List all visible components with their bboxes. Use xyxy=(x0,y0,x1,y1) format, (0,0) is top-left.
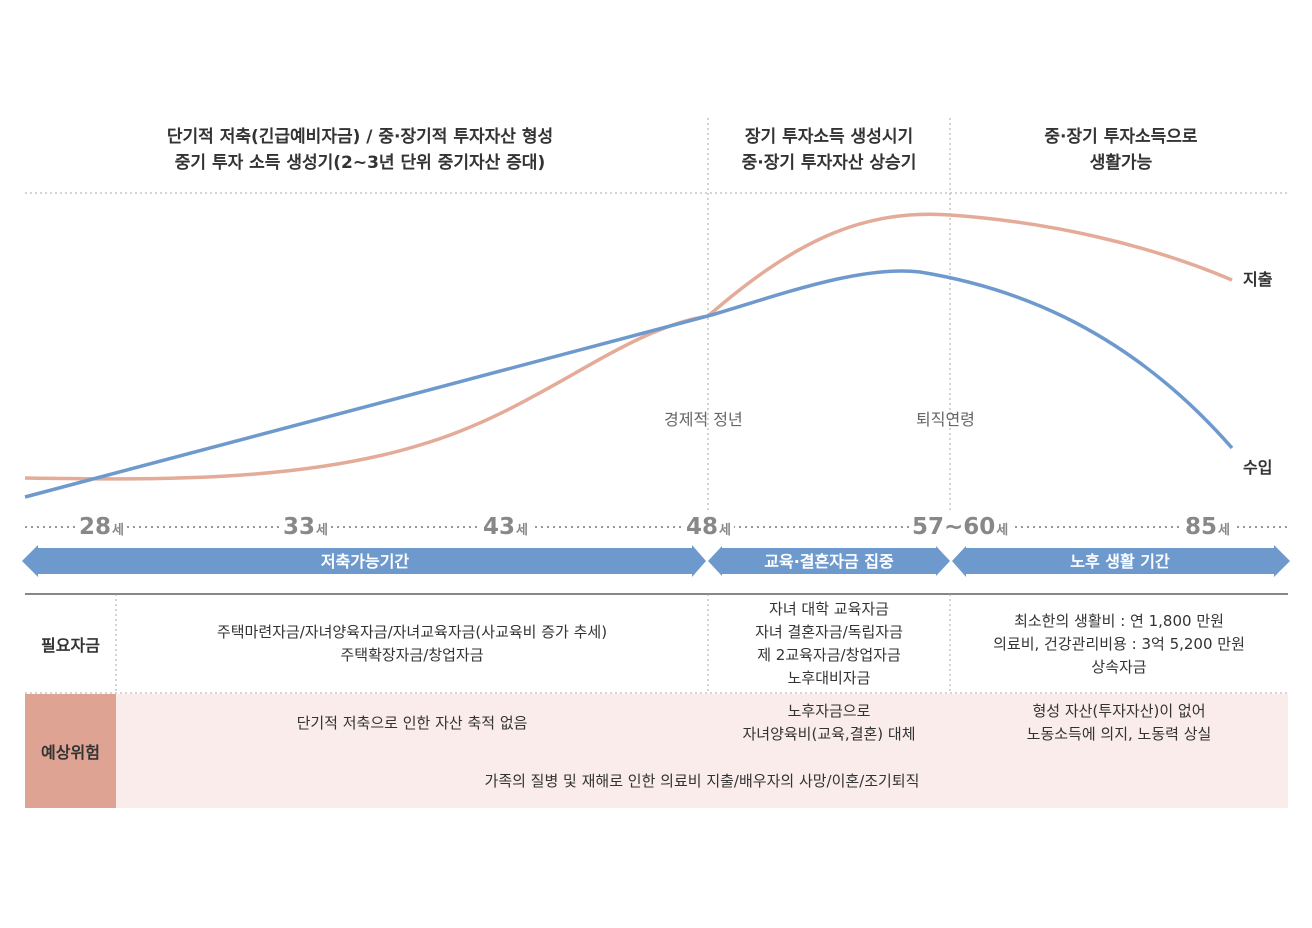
band-savings-label: 저축가능기간 xyxy=(320,552,410,571)
risk-period-2: 노후자금으로 자녀양육비(교육,결혼) 대체 xyxy=(708,694,950,752)
period-1-description: 단기적 저축(긴급예비자금) / 중·장기적 투자자산 형성 중기 투자 소득 … xyxy=(80,124,640,176)
period-2-description: 장기 투자소득 생성시기 중·장기 투자자산 상승기 xyxy=(708,124,950,176)
expected-risk-header: 예상위험 xyxy=(25,694,116,808)
age-57-60-number: 57~60 xyxy=(912,514,996,540)
period-1-line-2: 중기 투자 소득 생성기(2~3년 단위 중기자산 증대) xyxy=(174,153,546,173)
age-43-number: 43 xyxy=(483,514,516,540)
required-3-line-1: 최소한의 생활비 : 연 1,800 만원 xyxy=(1014,611,1224,630)
age-marker-48: 48세 xyxy=(683,512,734,542)
period-3-line-1: 중·장기 투자소득으로 xyxy=(1044,127,1198,147)
risk-common: 가족의 질병 및 재해로 인한 의료비 지출/배우자의 사망/이혼/조기퇴직 xyxy=(116,754,1288,808)
age-85-number: 85 xyxy=(1185,514,1218,540)
band-retirement-arrow xyxy=(952,545,1290,577)
income-curve xyxy=(24,269,1234,499)
age-57-60-unit: 세 xyxy=(996,523,1009,538)
band-retirement-label: 노후 생활 기간 xyxy=(1070,552,1170,571)
period-2-line-2: 중·장기 투자자산 상승기 xyxy=(741,153,917,173)
risk-row-background xyxy=(116,694,1288,808)
age-marker-28: 28세 xyxy=(76,512,127,542)
age-marker-43: 43세 xyxy=(480,512,531,542)
risk-2-line-2: 자녀양육비(교육,결혼) 대체 xyxy=(742,725,916,743)
required-2-line-1: 자녀 대학 교육자금 xyxy=(769,600,889,618)
required-3-line-3: 상속자금 xyxy=(1091,657,1147,676)
band-education-arrow xyxy=(708,546,950,576)
required-1-line-1: 주택마련자금/자녀양육자금/자녀교육자금(사교육비 증가 추세) xyxy=(216,623,608,641)
risk-3-line-1: 형성 자산(투자자산)이 없어 xyxy=(1032,702,1206,720)
expense-curve xyxy=(24,212,1233,481)
required-3-line-2: 의료비, 건강관리비용 : 3억 5,200 만원 xyxy=(993,634,1245,653)
required-1-line-2: 주택확장자금/창업자금 xyxy=(340,646,484,664)
age-85-unit: 세 xyxy=(1218,523,1230,538)
age-marker-85: 85세 xyxy=(1182,512,1233,542)
required-funds-period-1: 주택마련자금/자녀양육자금/자녀교육자금(사교육비 증가 추세) 주택확장자금/… xyxy=(116,596,708,692)
risk-1-line-1: 단기적 저축으로 인한 자산 축적 없음 xyxy=(296,713,528,732)
required-funds-header: 필요자금 xyxy=(41,636,100,655)
required-2-line-4: 노후대비자금 xyxy=(787,669,871,687)
expense-label: 지출 xyxy=(1243,270,1273,289)
age-48-unit: 세 xyxy=(719,523,731,538)
period-3-line-2: 생활가능 xyxy=(1089,153,1153,173)
band-savings-arrow xyxy=(22,545,706,577)
risk-period-1: 단기적 저축으로 인한 자산 축적 없음 xyxy=(116,694,708,752)
age-33-unit: 세 xyxy=(316,523,328,538)
income-label: 수입 xyxy=(1243,458,1273,477)
risk-common-line: 가족의 질병 및 재해로 인한 의료비 지출/배우자의 사망/이혼/조기퇴직 xyxy=(484,771,920,790)
age-43-unit: 세 xyxy=(516,523,528,538)
age-28-number: 28 xyxy=(79,514,112,540)
period-2-line-1: 장기 투자소득 생성시기 xyxy=(744,127,914,147)
risk-period-3: 형성 자산(투자자산)이 없어 노동소득에 의지, 노동력 상실 xyxy=(950,694,1288,752)
age-marker-57-60: 57~60세 xyxy=(909,512,1012,542)
risk-2-line-1: 노후자금으로 xyxy=(787,702,871,720)
age-28-unit: 세 xyxy=(112,523,124,538)
milestone-retirement: 퇴직연령 xyxy=(916,410,975,429)
band-education-label: 교육·결혼자금 집중 xyxy=(764,552,894,571)
milestone-economic-peak: 경제적 정년 xyxy=(664,410,743,429)
age-48-number: 48 xyxy=(686,514,719,540)
age-marker-33: 33세 xyxy=(280,512,331,542)
required-2-line-2: 자녀 결혼자금/독립자금 xyxy=(755,623,903,641)
required-funds-period-2: 자녀 대학 교육자금 자녀 결혼자금/독립자금 제 2교육자금/창업자금 노후대… xyxy=(708,596,950,692)
period-1-line-1: 단기적 저축(긴급예비자금) / 중·장기적 투자자산 형성 xyxy=(166,127,554,147)
required-funds-period-3: 최소한의 생활비 : 연 1,800 만원 의료비, 건강관리비용 : 3억 5… xyxy=(950,596,1288,692)
required-2-line-3: 제 2교육자금/창업자금 xyxy=(757,646,901,664)
period-3-description: 중·장기 투자소득으로 생활가능 xyxy=(990,124,1252,176)
risk-3-line-2: 노동소득에 의지, 노동력 상실 xyxy=(1026,725,1212,743)
age-33-number: 33 xyxy=(283,514,316,540)
